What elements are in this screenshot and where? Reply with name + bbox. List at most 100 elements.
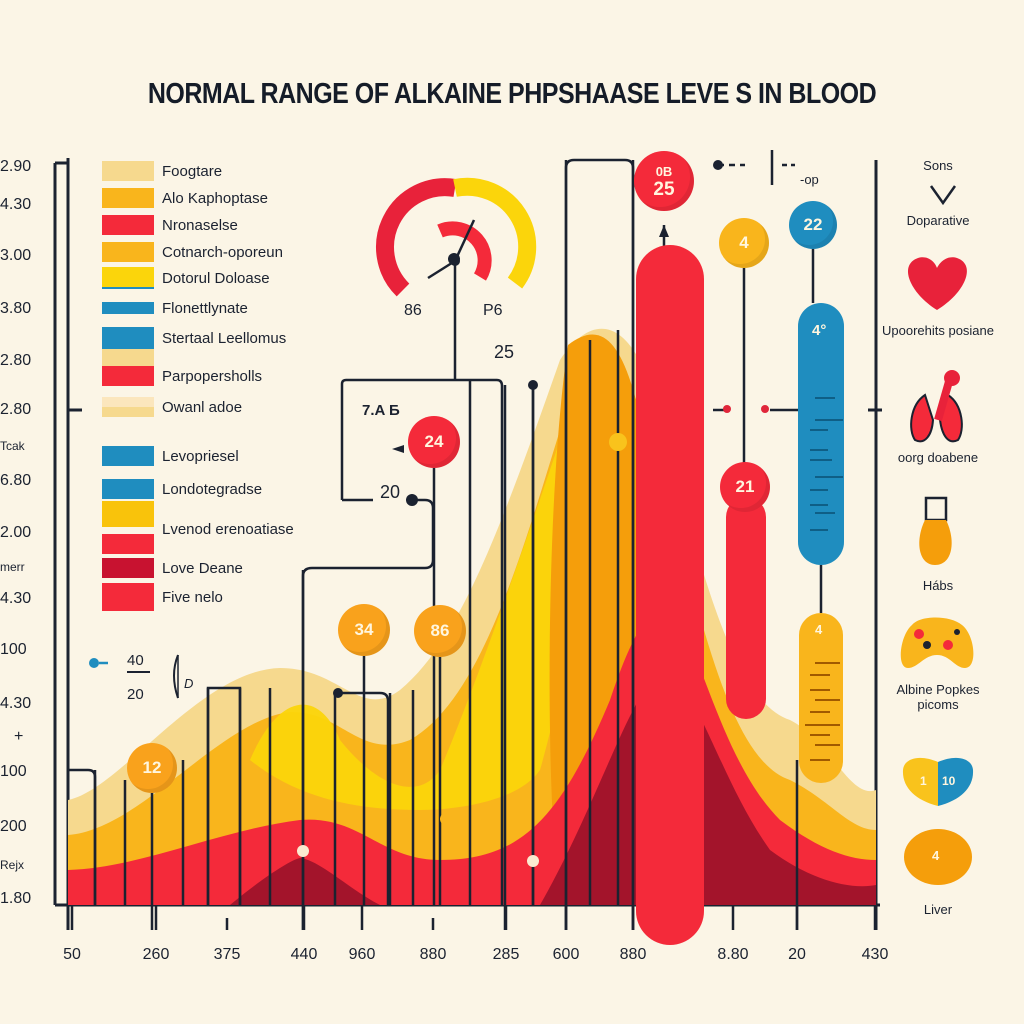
y-tick: Tcak [0, 439, 25, 453]
badge-text: 86 [430, 621, 450, 640]
legend-item[interactable]: Cotnarch-oporeun [102, 241, 283, 263]
x-tick: 285 [492, 946, 520, 963]
side-item-label: Upoorehits posiane [881, 323, 995, 338]
legend-item[interactable]: Flonettlynate [102, 297, 248, 319]
red-bar-tall [636, 245, 704, 945]
x-tick: 260 [142, 946, 170, 963]
x-tick: 600 [552, 946, 580, 963]
legend-item[interactable]: Alo Kaphoptase [102, 187, 268, 209]
y-tick: merr [0, 560, 25, 574]
legend-swatch [102, 583, 154, 611]
value-badge-12[interactable]: 12 [127, 743, 177, 793]
legend-swatch [102, 366, 154, 386]
legend-label: Foogtare [162, 162, 223, 180]
flask-icon [919, 496, 952, 565]
value-badge-4[interactable]: 4 [719, 218, 769, 268]
legend-item[interactable]: Parpopersholls [102, 365, 262, 387]
legend-label: Parpopersholls [162, 367, 263, 385]
legend-item[interactable]: Five nelo [102, 583, 223, 611]
x-tick: 20 [788, 946, 806, 963]
legend-item[interactable]: Owanl adoe [102, 396, 242, 418]
badge-top-text: 0B [655, 164, 673, 179]
y-tick: 4.30 [0, 196, 32, 213]
legend-item[interactable]: Dotorul Doloase [102, 267, 270, 289]
value-badge-34[interactable]: 34 [338, 604, 390, 656]
legend-item[interactable]: Stertaal Leellomus [102, 327, 287, 367]
legend-label: Nronaselse [162, 216, 238, 234]
y-tick: 4.30 [0, 590, 32, 607]
legend-label: Love Deane [162, 559, 243, 577]
y-tick: 2.80 [0, 352, 32, 369]
liver-icon [904, 829, 972, 885]
y-tick: 200 [0, 818, 27, 835]
side-item-label: oorg doabene [897, 450, 979, 465]
x-tick: 8.80 [717, 946, 749, 963]
legend-item[interactable]: Levopriesel [102, 445, 239, 467]
heart-icon [908, 257, 967, 310]
dash-label: -op [800, 172, 819, 187]
legend-item[interactable] [102, 533, 154, 555]
orange-thermometer [799, 613, 843, 783]
legend-swatch [102, 397, 154, 417]
value-badge-25[interactable]: 0B 25 [634, 151, 694, 211]
gauge-left-label: 86 [404, 302, 422, 319]
legend-swatch [102, 501, 154, 527]
chart-title: NORMAL RANGE OF ALKAINE PHPSHAASE LEVE S… [147, 77, 877, 111]
x-tick: 50 [63, 946, 81, 963]
legend-item[interactable]: Lvenod erenoatiase [102, 501, 294, 538]
gauge-right-label: P6 [483, 302, 503, 319]
legend-item[interactable]: Nronaselse [102, 214, 238, 236]
y-tick: 3.00 [0, 247, 32, 264]
chevron-down-icon [929, 185, 957, 206]
blue-thermometer [798, 303, 844, 565]
side-item-label: Albine Popkes picoms [896, 682, 980, 712]
x-tick: 375 [213, 946, 241, 963]
side-panel-header: Sons [923, 158, 953, 173]
x-ticks [70, 905, 877, 930]
value-badge-21[interactable]: 21 [720, 462, 770, 512]
badge-text: 34 [354, 620, 374, 639]
legend-label: Londotegradse [162, 480, 263, 498]
lungs-icon [910, 370, 963, 443]
legend-item[interactable]: Foogtare [102, 160, 222, 182]
legend-swatch [102, 215, 154, 235]
legend-swatch [102, 267, 154, 289]
legend-swatch [102, 161, 154, 181]
badge-text: 22 [803, 215, 823, 234]
x-tick: 880 [419, 946, 447, 963]
x-tick: 960 [348, 946, 376, 963]
legend-label: Cotnarch-oporeun [162, 243, 283, 261]
gamepad-icon [900, 617, 974, 668]
value-badge-24[interactable]: 24 [408, 416, 460, 468]
legend-label: Alo Kaphoptase [162, 189, 268, 207]
y-tick: Rejx [0, 858, 25, 872]
legend-label: Stertaal Leellomus [162, 329, 287, 347]
badge-text: 24 [424, 432, 444, 451]
legend-swatch [102, 302, 154, 314]
legend-item[interactable]: Londotegradse [102, 478, 262, 500]
side-item-label: Hábs [922, 578, 954, 593]
y-tick: + [14, 728, 24, 745]
legend-swatch [102, 446, 154, 466]
fraction-bottom: 20 [127, 686, 144, 703]
value-badge-86[interactable]: 86 [414, 605, 466, 657]
y-tick: 2.90 [0, 158, 32, 175]
side-item-label: Liver [923, 902, 953, 917]
heart-split-icon [902, 757, 974, 806]
red-bar-short [726, 497, 766, 719]
badge-text: 12 [142, 758, 162, 777]
legend-swatch [102, 479, 154, 499]
badge-text: 25 [653, 179, 675, 200]
fraction-top: 40 [127, 652, 144, 669]
side-item-label: Doparative [906, 213, 970, 228]
blue-thermometer-label: 4° [812, 322, 827, 339]
legend-item[interactable]: Love Deane [102, 557, 243, 579]
badge-text: 4 [739, 233, 749, 252]
y-tick: 2.00 [0, 524, 32, 541]
small-d-label: D [184, 676, 194, 691]
legend-label: Levopriesel [162, 447, 239, 465]
y-tick: 2.80 [0, 401, 32, 418]
liver-badge-value: 4 [932, 848, 940, 863]
value-badge-22[interactable]: 22 [789, 201, 837, 249]
